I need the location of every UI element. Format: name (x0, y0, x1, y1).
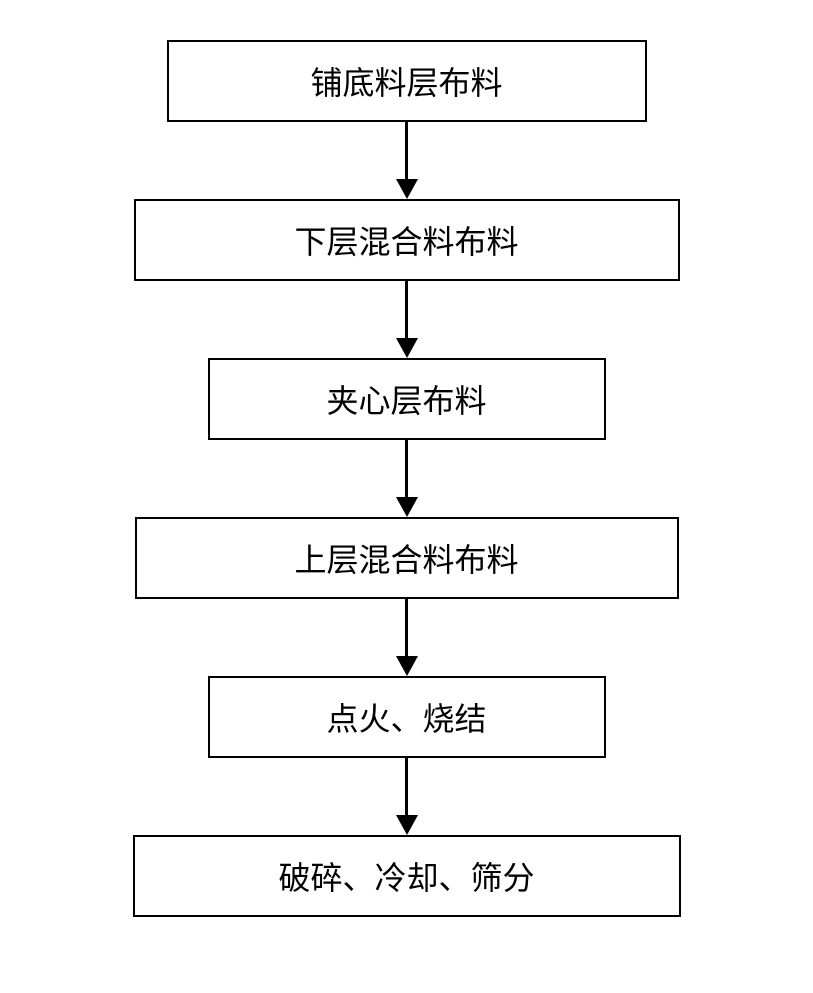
step-box-1: 铺底料层布料 (167, 40, 647, 122)
arrow-head (396, 497, 418, 517)
step-box-2: 下层混合料布料 (134, 199, 680, 281)
arrow-5 (396, 758, 418, 835)
step-label-6: 破碎、冷却、筛分 (278, 853, 534, 899)
step-label-4: 上层混合料布料 (294, 535, 518, 581)
arrow-head (396, 815, 418, 835)
arrow-line (405, 599, 408, 657)
step-box-6: 破碎、冷却、筛分 (133, 835, 681, 917)
arrow-head (396, 179, 418, 199)
step-label-3: 夹心层布料 (326, 376, 486, 422)
arrow-line (405, 758, 408, 816)
step-label-5: 点火、烧结 (326, 694, 486, 740)
step-box-5: 点火、烧结 (208, 676, 606, 758)
arrow-head (396, 656, 418, 676)
arrow-2 (396, 281, 418, 358)
arrow-head (396, 338, 418, 358)
step-label-2: 下层混合料布料 (294, 217, 518, 263)
step-box-3: 夹心层布料 (208, 358, 606, 440)
arrow-line (405, 440, 408, 498)
arrow-4 (396, 599, 418, 676)
arrow-1 (396, 122, 418, 199)
arrow-3 (396, 440, 418, 517)
arrow-line (405, 281, 408, 339)
step-label-1: 铺底料层布料 (310, 58, 502, 104)
arrow-line (405, 122, 408, 180)
step-box-4: 上层混合料布料 (135, 517, 679, 599)
